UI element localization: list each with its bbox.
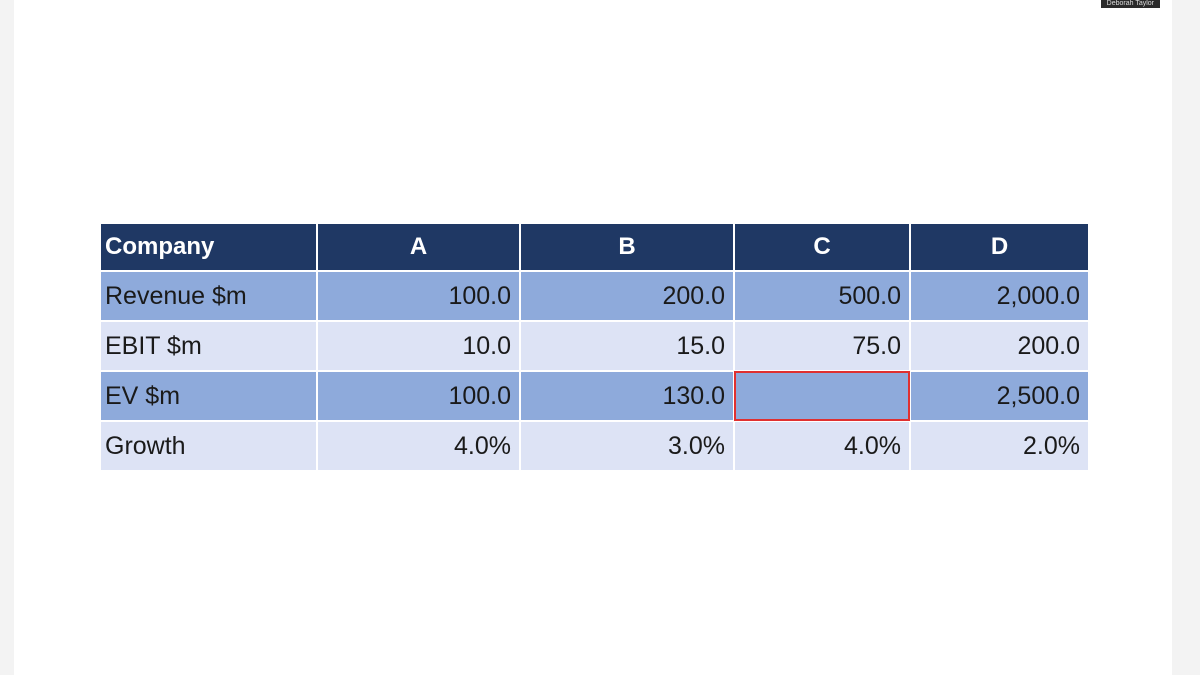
header-cell: B [519, 222, 735, 272]
table-body: Revenue $m 100.0 200.0 500.0 2,000.0 EBIT $m 1… [99, 270, 1090, 472]
table-row: EV $m 100.0 130.0 2,500.0 [99, 370, 1090, 422]
header-cell: D [909, 222, 1090, 272]
table-cell: 3.0% [519, 420, 735, 472]
table-cell: 130.0 [519, 370, 735, 422]
table-cell: 200.0 [519, 270, 735, 322]
table-cell: 2,500.0 [909, 370, 1090, 422]
table-cell: 500.0 [733, 270, 911, 322]
table-cell: 100.0 [316, 370, 521, 422]
table-cell: 2.0% [909, 420, 1090, 472]
header-row: Company A B C D [99, 222, 1090, 272]
table-cell: 10.0 [316, 320, 521, 372]
table-row: Revenue $m 100.0 200.0 500.0 2,000.0 [99, 270, 1090, 322]
header-cell: Company [99, 222, 318, 272]
table-row: EBIT $m 10.0 15.0 75.0 200.0 [99, 320, 1090, 372]
row-label: EBIT $m [99, 320, 318, 372]
table-cell: 4.0% [316, 420, 521, 472]
header-cell: A [316, 222, 521, 272]
selected-cell[interactable] [733, 370, 911, 422]
row-label: Growth [99, 420, 318, 472]
header-cell: C [733, 222, 911, 272]
table-cell: 2,000.0 [909, 270, 1090, 322]
table-cell: 75.0 [733, 320, 911, 372]
slide: Company A B C D Revenue $m 100.0 200.0 500.0 2,0… [14, 0, 1172, 675]
table-row: Growth 4.0% 3.0% 4.0% 2.0% [99, 420, 1090, 472]
table-cell: 200.0 [909, 320, 1090, 372]
row-label: Revenue $m [99, 270, 318, 322]
row-label: EV $m [99, 370, 318, 422]
table-cell: 15.0 [519, 320, 735, 372]
data-table: Company A B C D Revenue $m 100.0 200.0 500.0 2,0… [99, 222, 1090, 472]
table-cell: 100.0 [316, 270, 521, 322]
table-cell: 4.0% [733, 420, 911, 472]
presenter-tag: Deborah Taylor [1100, 0, 1160, 8]
